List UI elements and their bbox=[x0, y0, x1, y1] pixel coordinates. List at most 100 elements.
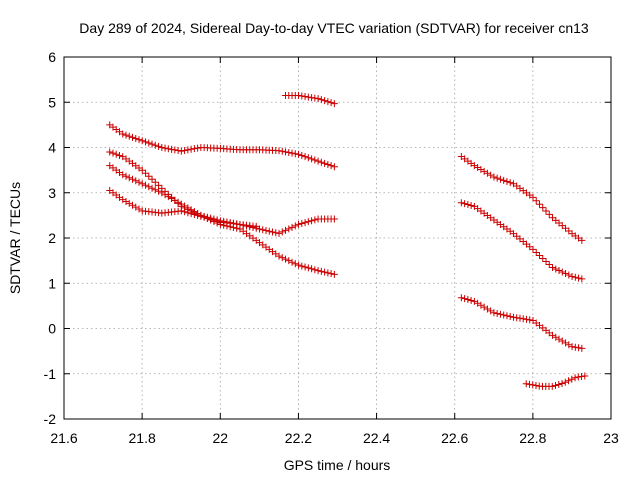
data-point bbox=[259, 226, 267, 234]
data-point bbox=[288, 223, 296, 231]
data-point bbox=[464, 296, 472, 304]
data-point bbox=[467, 201, 475, 209]
data-point bbox=[304, 154, 312, 162]
data-point bbox=[132, 177, 140, 185]
data-point bbox=[122, 131, 130, 139]
data-point bbox=[496, 175, 504, 183]
data-point bbox=[151, 178, 159, 186]
data-point bbox=[285, 149, 293, 157]
data-point bbox=[317, 158, 325, 166]
data-point bbox=[285, 225, 293, 233]
data-point bbox=[278, 228, 286, 236]
data-point bbox=[298, 151, 306, 159]
data-point bbox=[275, 229, 283, 237]
data-point bbox=[324, 98, 332, 106]
data-point bbox=[275, 147, 283, 155]
data-point bbox=[496, 310, 504, 318]
data-point bbox=[522, 315, 530, 323]
data-point bbox=[562, 339, 570, 347]
data-point bbox=[513, 314, 521, 322]
data-point bbox=[575, 274, 583, 282]
data-point bbox=[487, 171, 495, 179]
data-point bbox=[295, 220, 303, 228]
data-point bbox=[129, 133, 137, 141]
y-tick-label: 5 bbox=[48, 94, 56, 110]
data-point bbox=[558, 337, 566, 345]
data-point bbox=[555, 380, 563, 388]
data-point bbox=[177, 147, 185, 155]
data-point bbox=[578, 275, 586, 283]
data-point bbox=[155, 181, 163, 189]
x-tick-label: 22 bbox=[212, 430, 228, 446]
data-point bbox=[578, 236, 586, 244]
data-point bbox=[470, 297, 478, 305]
data-point bbox=[474, 299, 482, 307]
data-point bbox=[555, 266, 563, 274]
data-points bbox=[106, 91, 589, 390]
data-point bbox=[552, 265, 560, 273]
data-point bbox=[151, 186, 159, 194]
data-point bbox=[301, 153, 309, 161]
data-point bbox=[262, 226, 270, 234]
data-point bbox=[298, 219, 306, 227]
data-point bbox=[503, 312, 511, 320]
data-point bbox=[317, 267, 325, 275]
data-point bbox=[571, 374, 579, 382]
data-point bbox=[308, 155, 316, 163]
series-s5 bbox=[282, 91, 338, 108]
data-point bbox=[552, 333, 560, 341]
data-point bbox=[477, 301, 485, 309]
data-point bbox=[571, 273, 579, 281]
data-point bbox=[135, 136, 143, 144]
data-point bbox=[295, 150, 303, 158]
data-point bbox=[187, 145, 195, 153]
data-point bbox=[278, 254, 286, 262]
y-tick-label: -1 bbox=[44, 366, 57, 382]
data-point bbox=[503, 177, 511, 185]
data-point bbox=[298, 92, 306, 100]
data-point bbox=[314, 267, 322, 275]
data-point bbox=[194, 211, 202, 219]
data-point bbox=[138, 137, 146, 145]
data-point bbox=[177, 207, 185, 215]
data-point bbox=[529, 381, 537, 389]
data-point bbox=[295, 261, 303, 269]
data-point bbox=[311, 266, 319, 274]
data-point bbox=[308, 217, 316, 225]
data-point bbox=[142, 138, 150, 146]
data-point bbox=[330, 270, 338, 278]
data-point bbox=[509, 313, 517, 321]
data-point bbox=[461, 200, 469, 208]
data-point bbox=[275, 252, 283, 260]
y-tick-label: 0 bbox=[48, 321, 56, 337]
x-tick-label: 22.6 bbox=[441, 430, 468, 446]
data-point bbox=[278, 147, 286, 155]
data-point bbox=[578, 344, 586, 352]
series-s4 bbox=[106, 186, 260, 230]
series-s9 bbox=[522, 372, 589, 390]
data-point bbox=[562, 270, 570, 278]
data-point bbox=[304, 264, 312, 272]
data-point bbox=[330, 100, 338, 108]
data-point bbox=[529, 245, 537, 253]
data-point bbox=[506, 179, 514, 187]
data-point bbox=[181, 208, 189, 216]
data-point bbox=[148, 184, 156, 192]
y-axis-label: SDTVAR / TECUs bbox=[7, 182, 23, 294]
data-point bbox=[142, 181, 150, 189]
x-tick-label: 21.8 bbox=[129, 430, 156, 446]
data-point bbox=[122, 172, 130, 180]
data-point bbox=[135, 205, 143, 213]
data-point bbox=[174, 147, 182, 155]
data-point bbox=[148, 175, 156, 183]
data-point bbox=[207, 215, 215, 223]
data-point bbox=[500, 311, 508, 319]
data-point bbox=[109, 149, 117, 157]
series-s8 bbox=[457, 294, 586, 352]
data-point bbox=[168, 194, 176, 202]
data-point bbox=[461, 295, 469, 303]
data-point bbox=[171, 146, 179, 154]
x-tick-label: 22.8 bbox=[519, 430, 546, 446]
data-point bbox=[269, 228, 277, 236]
data-point bbox=[132, 203, 140, 211]
